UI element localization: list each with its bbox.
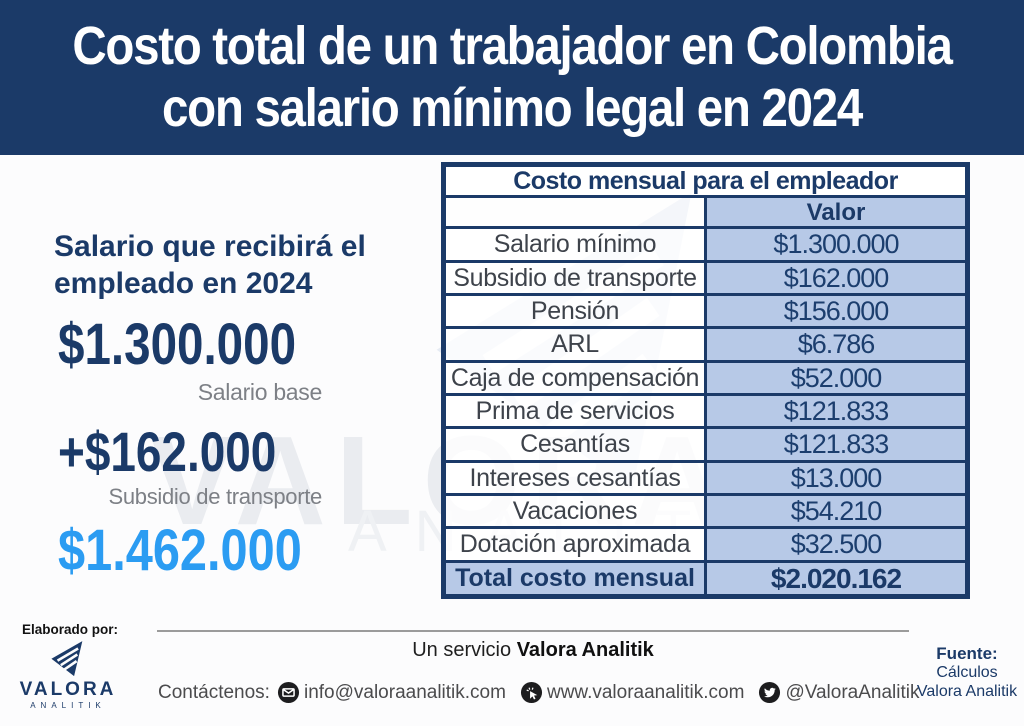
envelope-icon <box>277 681 300 704</box>
table-row: Intereses cesantías $13.000 <box>442 459 969 497</box>
row-label: Pensión <box>442 292 707 330</box>
employee-salary-heading-line2: empleado en 2024 <box>54 266 313 300</box>
row-label: Vacaciones <box>442 492 707 530</box>
row-value: $156.000 <box>704 292 969 330</box>
row-label: Dotación aproximada <box>442 526 707 563</box>
table-row: Prima de servicios $121.833 <box>442 392 969 430</box>
employee-salary-heading: Salario que recibirá el empleado en 2024 <box>54 229 366 302</box>
table-row: Dotación aproximada $32.500 <box>442 526 969 563</box>
table-title: Costo mensual para el empleador <box>442 162 969 199</box>
row-value: $32.500 <box>704 526 969 563</box>
email-link[interactable]: info@valoraanalitik.com <box>303 681 506 703</box>
table-row: Cesantías $121.833 <box>442 426 969 463</box>
total-label: Total costo mensual <box>442 559 707 599</box>
transport-subsidy-value: +$162.000 <box>58 420 277 483</box>
row-value: $1.300.000 <box>704 226 969 263</box>
table-row: Caja de compensación $52.000 <box>442 359 969 396</box>
table-header-blank-cell <box>442 195 707 230</box>
contact-label: Contáctenos: <box>158 681 270 703</box>
row-label: Subsidio de transporte <box>442 259 707 296</box>
twitter-icon <box>759 681 781 704</box>
table-header-row: Valor <box>442 195 969 230</box>
website-group: www.valoraanalitik.com <box>520 681 744 704</box>
fuente-label: Fuente: <box>936 644 998 663</box>
page-title-line1: Costo total de un trabajador en Colombia <box>72 16 953 77</box>
base-salary-label: Salario base <box>197 379 323 405</box>
brand-subname: ANALITIK <box>30 701 106 710</box>
table-row: Subsidio de transporte $162.000 <box>442 259 969 296</box>
row-label: Prima de servicios <box>442 392 707 430</box>
brand-name: VALORA <box>19 679 117 700</box>
row-value: $162.000 <box>704 259 969 296</box>
employee-salary-heading-line1: Salario que recibirá el <box>54 230 366 263</box>
service-line: Un servicio Valora Analitik <box>157 639 909 662</box>
row-label: Caja de compensación <box>442 359 707 396</box>
click-cursor-icon <box>520 681 543 704</box>
table-total-row: Total costo mensual $2.020.162 <box>442 559 969 599</box>
page-title-line2: con salario mínimo legal en 2024 <box>162 77 863 138</box>
total-employee-salary-value: $1.462.000 <box>58 518 302 583</box>
row-value: $52.000 <box>704 359 969 396</box>
footer-divider <box>157 630 909 632</box>
website-link[interactable]: www.valoraanalitik.com <box>546 681 745 703</box>
table-title-row: Costo mensual para el empleador <box>442 162 969 199</box>
contact-row: Contáctenos: info@valoraanalitik.com www… <box>158 681 920 704</box>
row-value: $54.210 <box>704 492 969 530</box>
row-label: Intereses cesantías <box>442 459 707 497</box>
service-prefix: Un servicio <box>412 639 517 661</box>
valor-column-header: Valor <box>704 195 969 230</box>
email-group: info@valoraanalitik.com <box>277 681 506 704</box>
elaborado-por-label: Elaborado por: <box>22 622 119 637</box>
twitter-handle-link[interactable]: @ValoraAnalitik <box>785 681 920 703</box>
valora-plane-logo-icon <box>51 641 83 677</box>
fuente-block: Fuente: Cálculos Valora Analitik <box>915 644 1019 702</box>
table-row: Vacaciones $54.210 <box>442 492 969 530</box>
row-value: $121.833 <box>704 392 969 430</box>
table-row: Pensión $156.000 <box>442 292 969 330</box>
row-value: $6.786 <box>704 326 969 363</box>
row-label: Cesantías <box>442 426 707 463</box>
row-label: ARL <box>442 326 707 363</box>
title-banner: Costo total de un trabajador en Colombia… <box>0 0 1024 155</box>
row-value: $13.000 <box>704 459 969 497</box>
employer-cost-table: Costo mensual para el empleador Valor Sa… <box>441 162 970 600</box>
transport-subsidy-label: Subsidio de transporte <box>108 484 322 509</box>
fuente-line1: Cálculos <box>936 664 998 682</box>
fuente-line2: Valora Analitik <box>916 682 1018 700</box>
row-label: Salario mínimo <box>442 226 707 263</box>
table-row: ARL $6.786 <box>442 326 969 363</box>
table-row: Salario mínimo $1.300.000 <box>442 226 969 263</box>
row-value: $121.833 <box>704 426 969 463</box>
service-brand: Valora Analitik <box>516 639 654 661</box>
base-salary-value: $1.300.000 <box>58 312 297 377</box>
twitter-group: @ValoraAnalitik <box>758 681 920 704</box>
total-value: $2.020.162 <box>704 559 969 599</box>
